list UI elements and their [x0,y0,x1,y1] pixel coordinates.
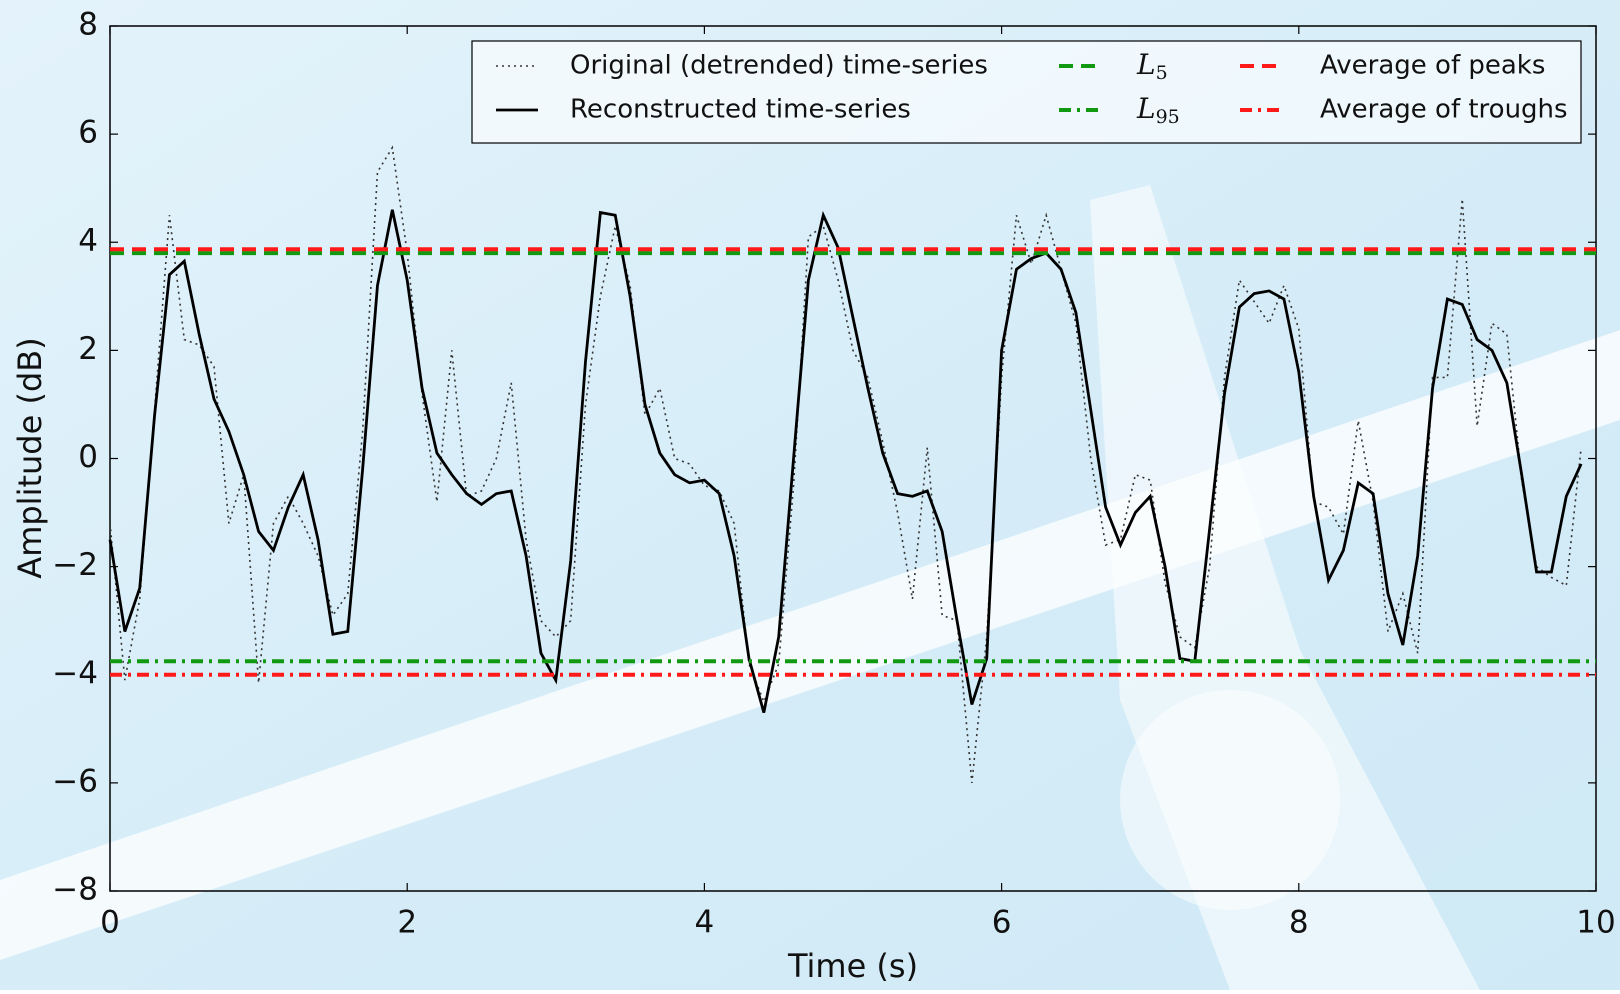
y-tick-label: −6 [52,763,98,799]
y-tick-label: −8 [52,872,98,908]
x-tick-label: 10 [1576,905,1615,941]
legend-label: Original (detrended) time-series [570,51,988,81]
background-shape [1120,690,1340,910]
legend-label-subscript: 5 [1156,62,1168,84]
legend-label-base: L [1136,92,1156,125]
x-axis-label: Time (s) [787,947,918,985]
y-axis-label: Amplitude (dB) [11,337,49,578]
y-tick-label: 6 [78,115,98,151]
series-line [108,209,1583,713]
x-tick-label: 8 [1289,905,1309,941]
y-tick-label: 0 [78,439,98,475]
x-tick-label: 6 [992,905,1012,941]
y-tick-label: 4 [78,223,98,259]
legend-label: Average of peaks [1320,51,1545,81]
legend-label: Reconstructed time-series [570,95,911,125]
y-tick-label: 2 [78,331,98,367]
legend-label-base: L [1136,48,1156,81]
x-tick-label: 2 [397,905,417,941]
legend-label: Average of troughs [1320,95,1568,125]
y-tick-label: −2 [52,547,98,583]
legend-box [471,40,1582,144]
x-tick-label: 0 [100,905,120,941]
y-tick-label: 8 [78,7,98,43]
legend-label: L5 [1136,48,1168,85]
series-line [109,145,1582,783]
legend-label: L95 [1136,92,1180,129]
y-tick-label: −4 [52,655,98,691]
x-tick-label: 4 [695,905,715,941]
legend-label-subscript: 95 [1156,106,1180,128]
